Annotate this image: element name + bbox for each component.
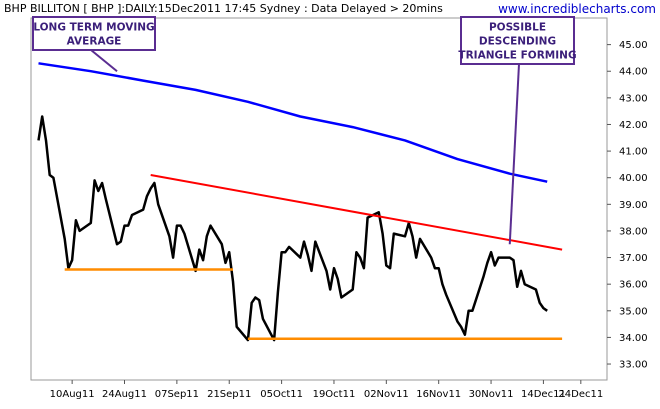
y-tick-label: 39.00: [619, 200, 648, 211]
y-tick-label: 38.00: [619, 226, 648, 237]
annotation-box: [32, 16, 156, 51]
annotation-pointer: [90, 49, 118, 73]
x-tick-label: 24Aug11: [102, 389, 147, 400]
y-tick-label: 42.00: [619, 120, 648, 131]
website-url: www.incrediblecharts.com: [498, 2, 656, 16]
y-tick-label: 36.00: [619, 280, 648, 291]
series-price: [37, 115, 548, 342]
y-tick-label: 43.00: [619, 93, 648, 104]
x-tick-label: 05Oct11: [260, 389, 303, 400]
plot-frame: [30, 17, 608, 381]
series-descending-trend-line: [150, 174, 563, 251]
y-tick-label: 33.00: [619, 360, 648, 371]
x-tick-label: 10Aug11: [50, 389, 95, 400]
x-tick-label: 24Dec11: [558, 389, 603, 400]
y-axis: 33.00 34.00 35.00 36.00 37.00 38.00 39.00 40.00…: [607, 40, 648, 371]
x-tick-label: 19Oct11: [313, 389, 356, 400]
y-tick-label: 34.00: [619, 333, 648, 344]
annotation-text: DESCENDING: [479, 36, 556, 48]
series-long-term-moving-average: [38, 62, 548, 183]
chart-header: BHP BILLITON [ BHP ]:DAILY:15Dec2011 17:…: [4, 2, 443, 15]
x-axis: 10Aug11 24Aug11 07Sep11 21Sep11 05Oct11 19Oct…: [50, 380, 603, 400]
series-layer: [37, 62, 563, 342]
y-tick-label: 35.00: [619, 306, 648, 317]
x-tick-label: 14Dec11: [521, 389, 566, 400]
x-tick-label: 21Sep11: [207, 389, 251, 400]
annotation-text: TRIANGLE FORMING: [458, 50, 576, 62]
y-tick-label: 41.00: [619, 147, 648, 158]
annotation-box: [460, 16, 575, 65]
x-tick-label: 07Sep11: [155, 389, 199, 400]
y-tick-label: 40.00: [619, 173, 648, 184]
x-tick-label: 30Nov11: [469, 389, 514, 400]
y-tick-label: 44.00: [619, 67, 648, 78]
annotation-pointer: [508, 63, 520, 245]
x-tick-label: 16Nov11: [416, 389, 461, 400]
y-tick-label: 37.00: [619, 253, 648, 264]
annotation-text: AVERAGE: [67, 36, 122, 48]
annotation-text: POSSIBLE: [489, 22, 546, 34]
annotation-layer: LONG TERM MOVING AVERAGE POSSIBLE DESCENDIN…: [32, 16, 577, 245]
y-tick-label: 45.00: [619, 40, 648, 51]
x-tick-label: 02Nov11: [364, 389, 409, 400]
annotation-text: LONG TERM MOVING: [33, 22, 154, 34]
